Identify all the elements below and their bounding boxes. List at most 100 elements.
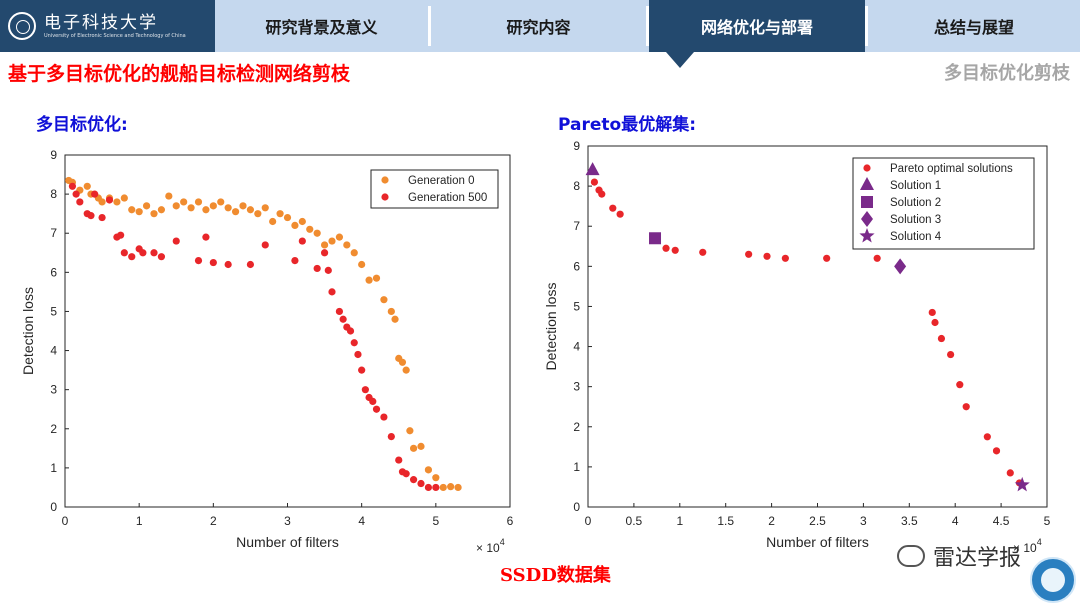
- tab-summary[interactable]: 总结与展望: [933, 18, 1014, 37]
- x-tick-label: 1: [136, 514, 143, 528]
- data-point: [68, 182, 77, 190]
- data-point: [406, 427, 414, 435]
- data-point: [992, 447, 1001, 455]
- x-tick-label: 3: [860, 514, 867, 528]
- y-tick-label: 9: [573, 139, 580, 153]
- data-point: [328, 237, 336, 245]
- university-logo: 电子科技大学 University of Electronic Science …: [0, 0, 215, 52]
- data-point: [432, 483, 440, 492]
- data-point: [609, 204, 617, 212]
- x-tick-label: 0.5: [626, 514, 643, 528]
- y-tick-label: 7: [573, 219, 580, 233]
- data-point: [83, 182, 91, 190]
- legend-label: Solution 2: [890, 197, 941, 209]
- data-point: [616, 210, 624, 218]
- data-point: [120, 194, 128, 202]
- data-point: [358, 260, 366, 269]
- data-point: [157, 206, 166, 214]
- data-point: [298, 217, 306, 226]
- data-point: [956, 381, 964, 389]
- data-point: [224, 204, 232, 212]
- legend-marker: [863, 164, 871, 172]
- data-point: [306, 225, 314, 233]
- series-2: [68, 182, 440, 492]
- data-point: [417, 442, 425, 450]
- y-tick-label: 7: [50, 226, 57, 240]
- data-point: [139, 249, 147, 257]
- data-point: [283, 213, 292, 222]
- data-point: [239, 202, 247, 210]
- data-point: [745, 250, 753, 258]
- data-point: [763, 252, 771, 260]
- data-point: [98, 198, 106, 206]
- data-point: [417, 479, 425, 488]
- series-3: [649, 232, 662, 245]
- legend-box: [370, 169, 499, 209]
- x-tick-label: 4: [358, 514, 365, 528]
- y-tick-label: 6: [573, 259, 580, 273]
- tab-divider: [865, 6, 868, 46]
- data-point: [424, 483, 433, 492]
- data-point: [395, 456, 403, 464]
- x-axis-label: Number of filters: [766, 534, 869, 550]
- y-tick-label: 4: [50, 344, 57, 358]
- legend-marker: [381, 176, 389, 184]
- legend-marker: [860, 177, 874, 190]
- data-point: [662, 244, 670, 252]
- data-point: [276, 210, 284, 218]
- data-point: [313, 264, 321, 273]
- solution-marker: [649, 232, 662, 245]
- tab-network-optimization[interactable]: 网络优化与部署: [649, 0, 865, 52]
- legend-label: Solution 3: [890, 214, 941, 226]
- legend-box: [852, 157, 1035, 250]
- data-point: [87, 212, 95, 220]
- data-point: [372, 405, 381, 413]
- y-tick-label: 6: [50, 265, 57, 279]
- legend-marker: [381, 193, 389, 201]
- data-point: [224, 260, 232, 269]
- tab-research-content[interactable]: 研究内容: [506, 18, 571, 37]
- data-point: [590, 178, 599, 186]
- data-point: [209, 258, 217, 267]
- data-point: [98, 213, 106, 222]
- data-point: [172, 237, 180, 245]
- data-point: [346, 327, 355, 335]
- x-axis-label: Number of filters: [236, 534, 339, 550]
- solution-marker: [1014, 476, 1030, 492]
- data-point: [172, 202, 180, 210]
- series-2: [585, 162, 600, 176]
- data-point: [350, 339, 358, 347]
- x-tick-label: 5: [1044, 514, 1051, 528]
- data-point: [409, 444, 418, 452]
- legend-marker: [861, 196, 873, 208]
- data-point: [391, 315, 399, 323]
- x-axis-multiplier: × 104: [1013, 537, 1042, 555]
- data-point: [343, 241, 351, 249]
- data-point: [72, 190, 80, 198]
- data-point: [202, 233, 210, 241]
- data-point: [931, 318, 939, 327]
- tab-research-background[interactable]: 研究背景及意义: [265, 18, 378, 37]
- active-tab-pointer: [666, 52, 694, 68]
- legend-marker: [859, 228, 875, 243]
- data-point: [380, 296, 388, 304]
- data-point: [447, 483, 455, 491]
- y-tick-label: 2: [573, 420, 580, 434]
- data-point: [439, 483, 447, 492]
- x-tick-label: 3: [284, 514, 291, 528]
- y-tick-label: 3: [50, 383, 57, 397]
- x-axis-multiplier: × 104: [476, 537, 505, 555]
- series-1: [65, 176, 462, 492]
- x-tick-label: 3.5: [901, 514, 918, 528]
- page-subtitle: 多目标优化剪枝: [944, 63, 1070, 84]
- x-tick-label: 2: [768, 514, 775, 528]
- data-point: [335, 307, 344, 316]
- x-tick-label: 4.5: [993, 514, 1010, 528]
- data-point: [335, 233, 344, 241]
- data-point: [947, 350, 955, 359]
- data-point: [91, 190, 99, 198]
- data-point: [781, 254, 789, 262]
- data-point: [142, 202, 151, 210]
- data-point: [387, 433, 395, 441]
